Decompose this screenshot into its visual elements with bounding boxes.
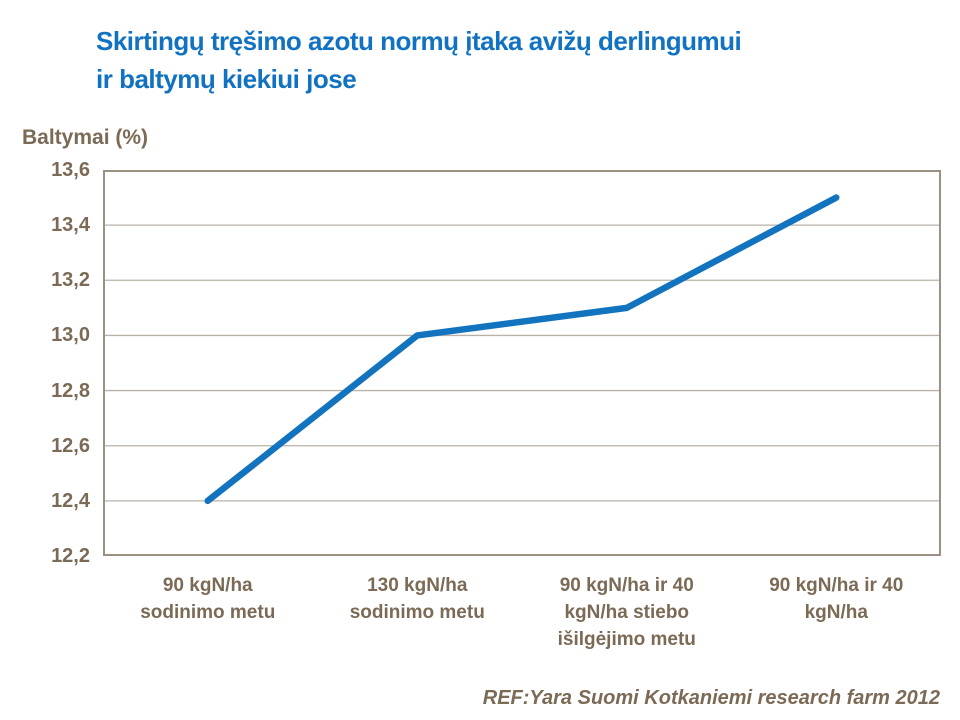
category-label: 90 kgN/ha ir 40 kgN/ha stiebo išilgėjimo… — [557, 575, 696, 650]
y-tick-label: 13,6 — [51, 159, 90, 181]
y-tick-label: 12,2 — [51, 545, 90, 567]
x-axis-category-labels: 90 kgN/ha sodinimo metu 130 kgN/ha sodini… — [103, 572, 941, 653]
page-title: Skirtingų tręšimo azotu normų įtaka aviž… — [96, 22, 742, 98]
y-tick-label: 13,4 — [51, 214, 90, 237]
category-label: 90 kgN/ha ir 40 kgN/ha — [769, 575, 904, 623]
reference-footer: REF:Yara Suomi Kotkaniemi research farm … — [482, 687, 940, 709]
y-tick-label: 13,2 — [51, 269, 90, 292]
data-line-baltymai — [204, 194, 840, 505]
y-tick-label: 12,6 — [51, 434, 90, 457]
y-axis-title: Baltymai (%) — [22, 126, 149, 149]
y-tick-label: 12,4 — [51, 489, 90, 512]
y-tick-label: 13,0 — [51, 324, 90, 347]
category-label: 90 kgN/ha sodinimo metu — [140, 575, 276, 623]
plot-border — [103, 170, 941, 556]
category-label: 130 kgN/ha sodinimo metu — [349, 575, 485, 623]
y-axis-tick-labels: 13,6 13,4 13,2 13,0 12,8 12,6 12,4 12,2 — [0, 159, 90, 567]
line-chart-plot-area — [103, 170, 941, 556]
page-title-line-1: Skirtingų tręšimo azotu normų įtaka aviž… — [96, 26, 742, 56]
y-tick-label: 12,8 — [51, 379, 90, 402]
page-title-line-2: ir baltymų kiekiui jose — [96, 64, 357, 94]
